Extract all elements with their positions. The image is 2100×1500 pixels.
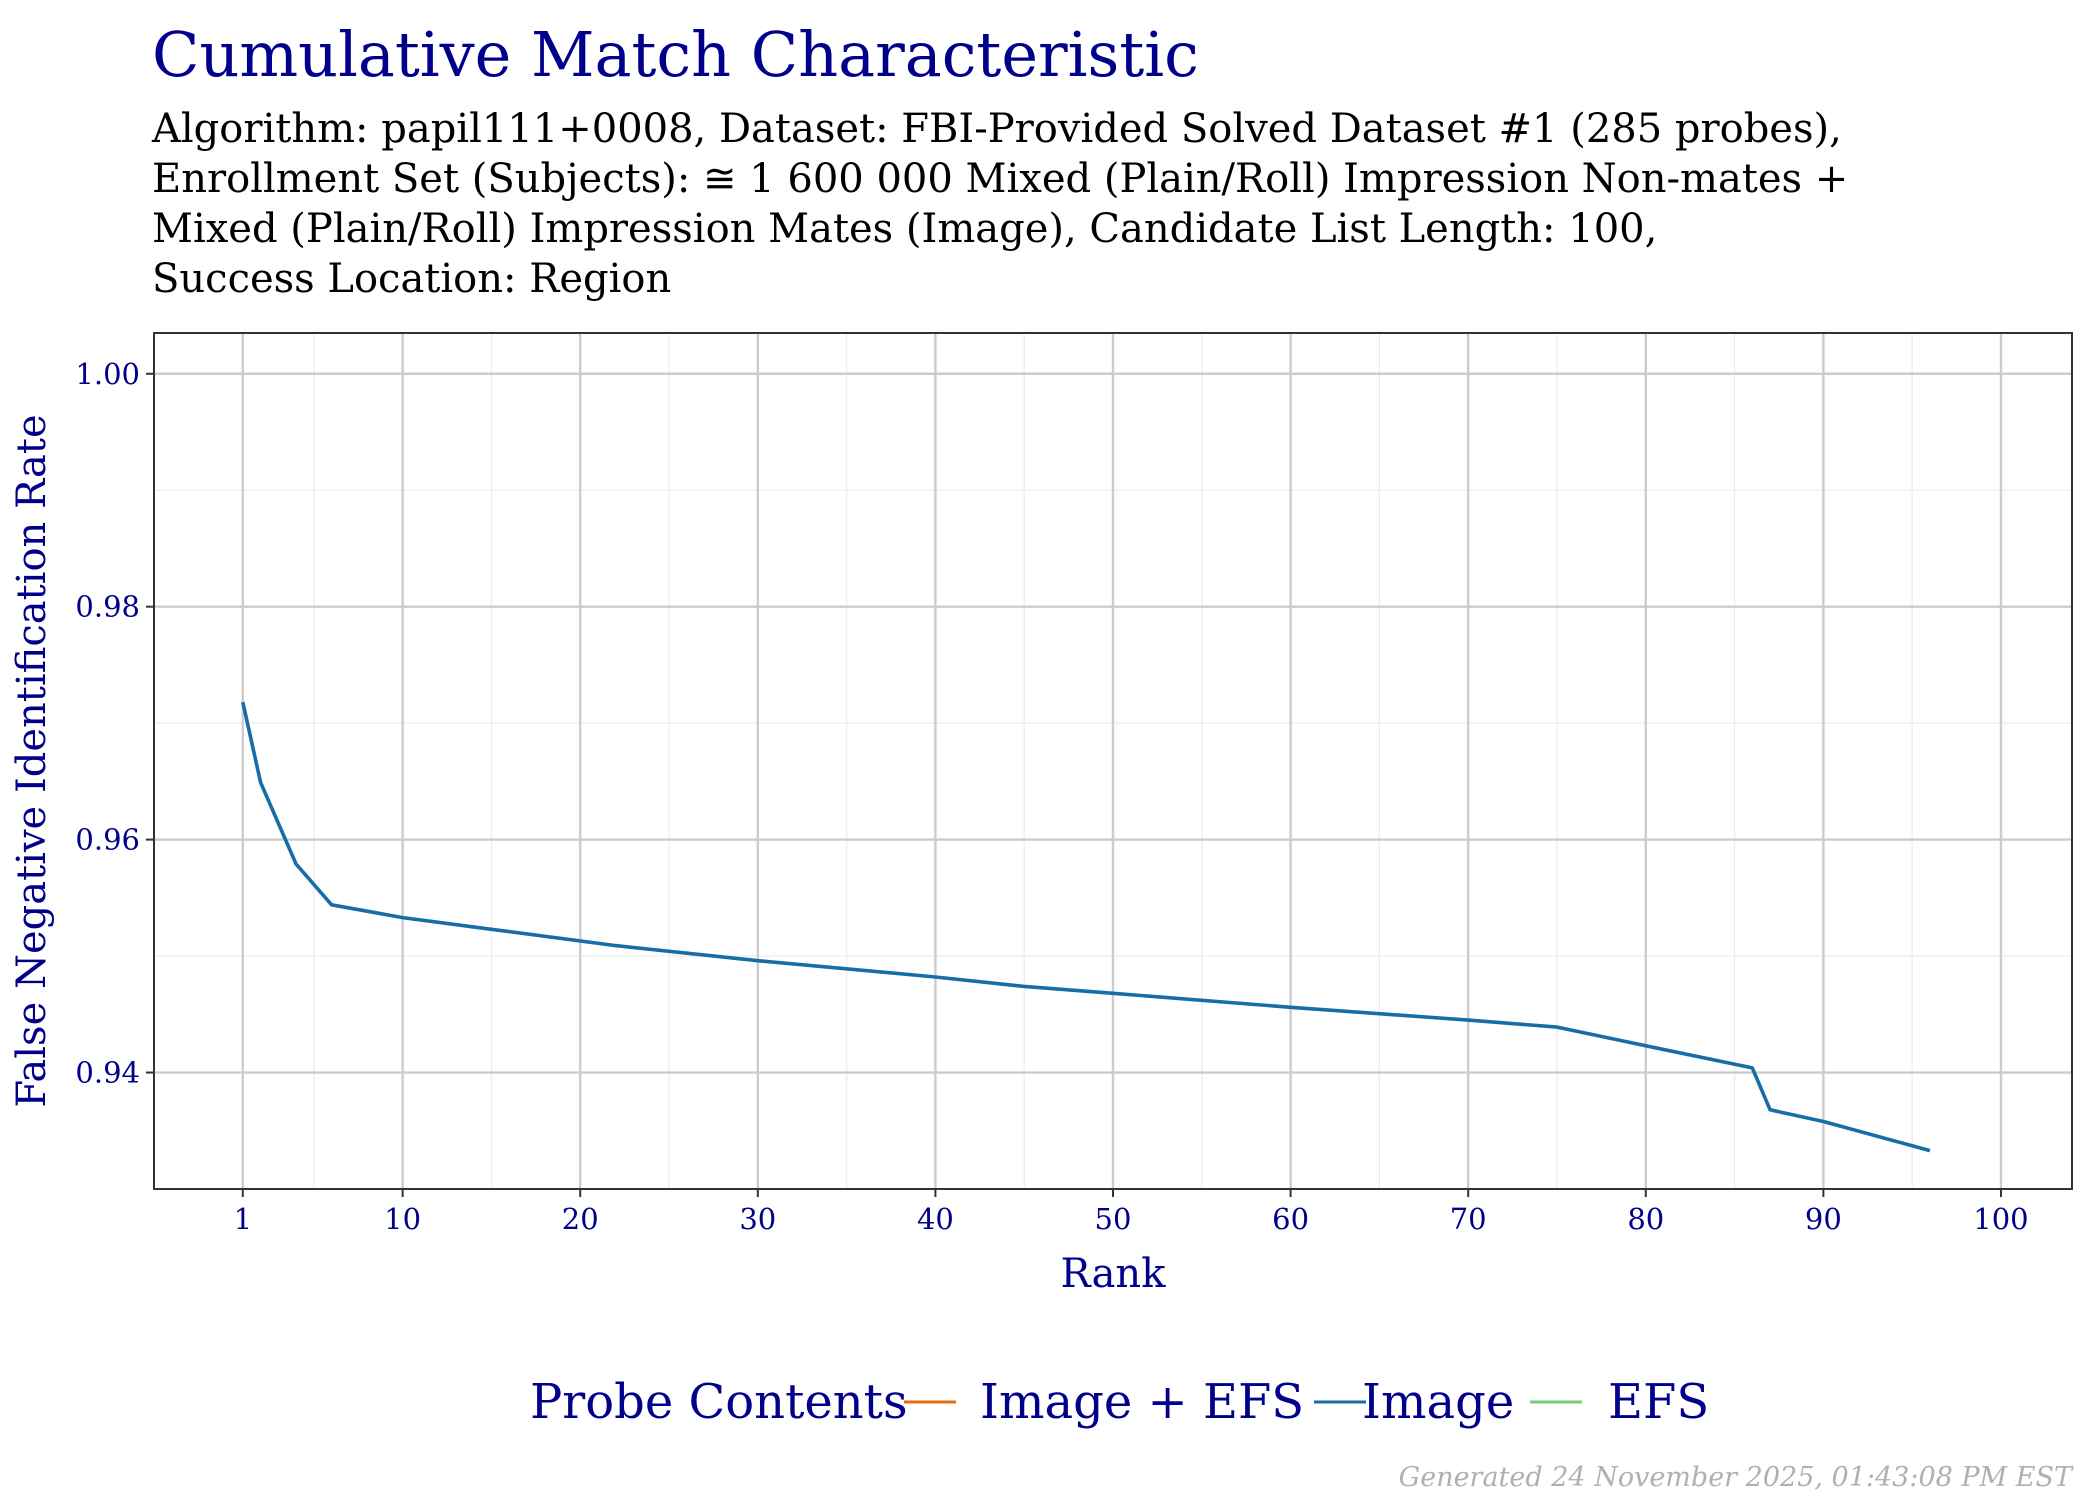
x-tick-label: 50 (1095, 1202, 1132, 1236)
y-axis-title: False Negative Identification Rate (9, 414, 55, 1107)
x-tick-label: 10 (384, 1202, 421, 1236)
subtitle-line: Success Location: Region (152, 256, 672, 302)
x-tick-label: 30 (739, 1202, 776, 1236)
subtitle-line: Enrollment Set (Subjects): ≅ 1 600 000 M… (152, 156, 1849, 202)
chart-title: Cumulative Match Characteristic (152, 18, 1199, 91)
legend-label-efs: EFS (1608, 1374, 1709, 1430)
legend-title: Probe Contents (530, 1374, 908, 1430)
x-tick-label: 40 (917, 1202, 954, 1236)
major-gridlines (154, 333, 2072, 1189)
y-tick-label: 1.00 (75, 357, 140, 391)
generated-timestamp: Generated 24 November 2025, 01:43:08 PM … (1399, 1462, 2074, 1493)
series-line-image (241, 701, 1931, 1153)
x-axis-title: Rank (1061, 1251, 1167, 1297)
subtitle-line: Algorithm: papil111+0008, Dataset: FBI-P… (152, 106, 1842, 152)
y-axis: 0.94 0.96 0.98 1.00 (75, 357, 154, 1090)
x-tick-label: 80 (1627, 1202, 1664, 1236)
series-layer (241, 701, 1931, 1153)
x-tick-label: 70 (1450, 1202, 1487, 1236)
legend-label-image: Image (1362, 1374, 1514, 1430)
y-tick-label: 0.94 (75, 1056, 140, 1090)
x-tick-label: 1 (234, 1202, 252, 1236)
y-tick-label: 0.96 (75, 823, 140, 857)
legend: Probe Contents Image + EFS Image EFS (530, 1374, 1709, 1430)
legend-label-image-efs: Image + EFS (980, 1374, 1304, 1430)
y-tick-label: 0.98 (75, 590, 140, 624)
x-tick-label: 20 (562, 1202, 599, 1236)
x-tick-label: 90 (1805, 1202, 1842, 1236)
x-tick-label: 100 (1973, 1202, 2028, 1236)
subtitle-line: Mixed (Plain/Roll) Impression Mates (Ima… (152, 206, 1658, 252)
chart-subtitle: Algorithm: papil111+0008, Dataset: FBI-P… (152, 104, 1848, 304)
x-axis: 1 10 20 30 40 50 60 70 80 90 100 (234, 1189, 2029, 1236)
x-tick-label: 60 (1272, 1202, 1309, 1236)
